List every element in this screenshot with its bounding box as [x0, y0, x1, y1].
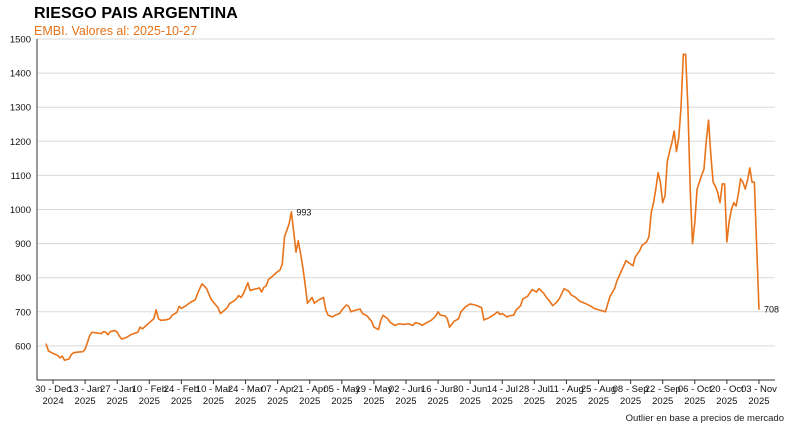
x-tick-label: 25 - Aug 2025 — [581, 384, 616, 407]
x-tick-label: 30 - Dec 2024 — [35, 384, 71, 407]
x-tick-label: 14 - Jul 2025 — [487, 384, 518, 407]
x-tick-label: 05 - May 2025 — [323, 384, 360, 407]
y-tick-label: 700 — [15, 307, 31, 318]
y-tick-label: 1100 — [11, 171, 31, 182]
y-axis-ticks: 600 700 800 900 1000 1100 1200 1300 1400 1500 — [10, 35, 31, 353]
y-tick-label: 800 — [15, 273, 31, 284]
x-tick-label: 07 - Apr 2025 — [261, 384, 294, 407]
x-tick-label: 21 - Apr 2025 — [293, 384, 326, 407]
x-tick-label: 11 - Aug 2025 — [549, 384, 584, 407]
y-tick-label: 600 — [15, 341, 31, 352]
series-line — [45, 53, 760, 362]
x-tick-label: 16 - Jun 2025 — [421, 384, 455, 407]
x-tick-label: 24 - Mar 2025 — [228, 384, 263, 407]
x-tick-label: 24 - Feb 2025 — [164, 384, 199, 407]
data-label: 993 — [296, 207, 311, 217]
y-tick-label: 900 — [15, 239, 31, 250]
x-tick-label: 30 - Jun 2025 — [453, 384, 487, 407]
series-layer — [45, 53, 760, 362]
y-tick-label: 1200 — [10, 137, 31, 148]
x-tick-label: 28 - Jul 2025 — [519, 384, 550, 407]
x-tick-label: 03 - Nov 2025 — [741, 384, 777, 407]
x-tick-label: 13 - Jan 2025 — [68, 384, 102, 407]
footer-note: Outlier en base a precios de mercado — [625, 413, 784, 424]
y-tick-label: 1300 — [10, 103, 31, 114]
x-tick-label: 06 - Oct 2025 — [678, 384, 712, 407]
y-tick-label: 1000 — [10, 205, 31, 216]
y-tick-label: 1400 — [10, 69, 31, 80]
x-tick-label: 22 - Sep 2025 — [645, 384, 681, 407]
x-tick-label: 19 - May 2025 — [355, 384, 392, 407]
chart-title: RIESGO PAIS ARGENTINA — [34, 5, 238, 22]
x-tick-label: 08 - Sep 2025 — [613, 384, 649, 407]
chart-subtitle: EMBI. Valores al: 2025-10-27 — [34, 24, 198, 38]
x-tick-label: 27 - Jan 2025 — [100, 384, 134, 407]
x-tick-label: 10 - Feb 2025 — [132, 384, 167, 407]
x-tick-label: 02 - Jun 2025 — [389, 384, 423, 407]
annotations: 993 708 — [296, 207, 779, 314]
x-tick-label: 20 - Oct 2025 — [710, 384, 744, 407]
y-tick-label: 1500 — [10, 35, 31, 46]
x-tick-label: 10 - Mar 2025 — [196, 384, 231, 407]
data-label: 708 — [764, 305, 779, 315]
gridlines — [37, 38, 775, 347]
